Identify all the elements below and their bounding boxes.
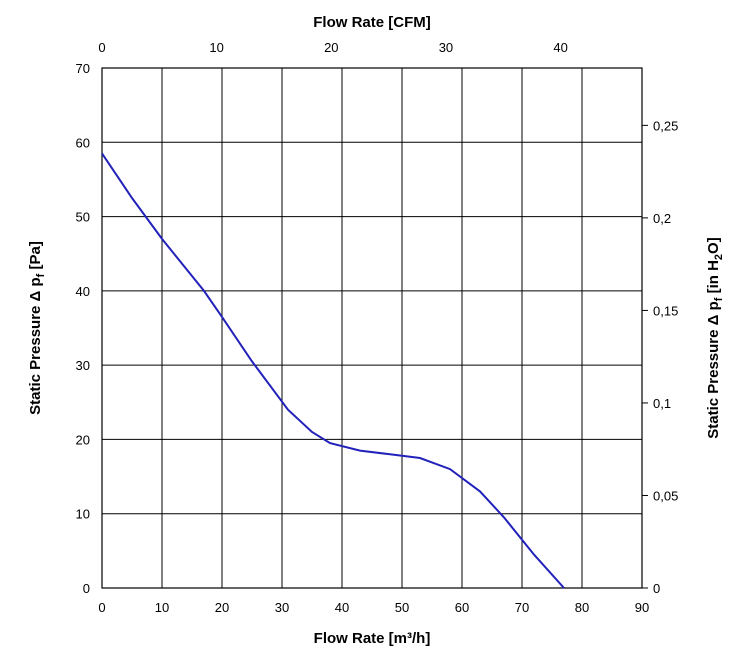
x-tick-label-bottom: 80 — [575, 600, 589, 615]
x-tick-label-bottom: 0 — [98, 600, 105, 615]
y-tick-label-left: 60 — [76, 135, 90, 150]
grid — [101, 67, 643, 589]
pressure-flow-curve — [101, 152, 565, 589]
y-tick-label-right: 0 — [653, 581, 660, 596]
x-tick-label-top: 30 — [439, 40, 453, 55]
y-tick-label-left: 30 — [76, 358, 90, 373]
y-axis-right-ticks: 0 0,05 0,1 0,15 0,2 0,25 — [642, 118, 678, 596]
y-tick-label-right: 0,25 — [653, 118, 678, 133]
plot-frame — [101, 67, 643, 589]
x-tick-label-bottom: 40 — [335, 600, 349, 615]
x-tick-label-top: 0 — [98, 40, 105, 55]
x-tick-label-top: 40 — [553, 40, 567, 55]
y-tick-label-left: 10 — [76, 507, 90, 522]
x-tick-label-top: 10 — [209, 40, 223, 55]
x-axis-bottom-title: Flow Rate [m³/h] — [314, 630, 431, 647]
x-axis-bottom-ticks: 0 10 20 30 40 50 60 70 80 90 — [98, 600, 649, 615]
x-tick-label-bottom: 20 — [215, 600, 229, 615]
y-tick-label-right: 0,15 — [653, 303, 678, 318]
y-axis-left-ticks: 0 10 20 30 40 50 60 70 — [76, 61, 90, 596]
x-tick-label-bottom: 10 — [155, 600, 169, 615]
x-tick-label-top: 20 — [324, 40, 338, 55]
y-tick-label-right: 0,1 — [653, 396, 671, 411]
x-tick-label-bottom: 50 — [395, 600, 409, 615]
x-tick-label-bottom: 60 — [455, 600, 469, 615]
x-tick-label-bottom: 70 — [515, 600, 529, 615]
y-tick-label-right: 0,2 — [653, 211, 671, 226]
x-tick-label-bottom: 90 — [635, 600, 649, 615]
y-tick-label-left: 20 — [76, 432, 90, 447]
y-axis-left-title: Static Pressure Δ pf [Pa] — [27, 241, 47, 415]
x-axis-top-ticks: 0 10 20 30 40 — [98, 40, 567, 55]
y-tick-label-left: 70 — [76, 61, 90, 76]
y-tick-label-left: 0 — [83, 581, 90, 596]
x-axis-top-title: Flow Rate [CFM] — [313, 14, 431, 31]
y-axis-right-title: Static Pressure Δ pf [in H2O] — [705, 237, 725, 438]
y-tick-label-left: 50 — [76, 210, 90, 225]
y-tick-label-right: 0,05 — [653, 488, 678, 503]
x-tick-label-bottom: 30 — [275, 600, 289, 615]
y-tick-label-left: 40 — [76, 284, 90, 299]
